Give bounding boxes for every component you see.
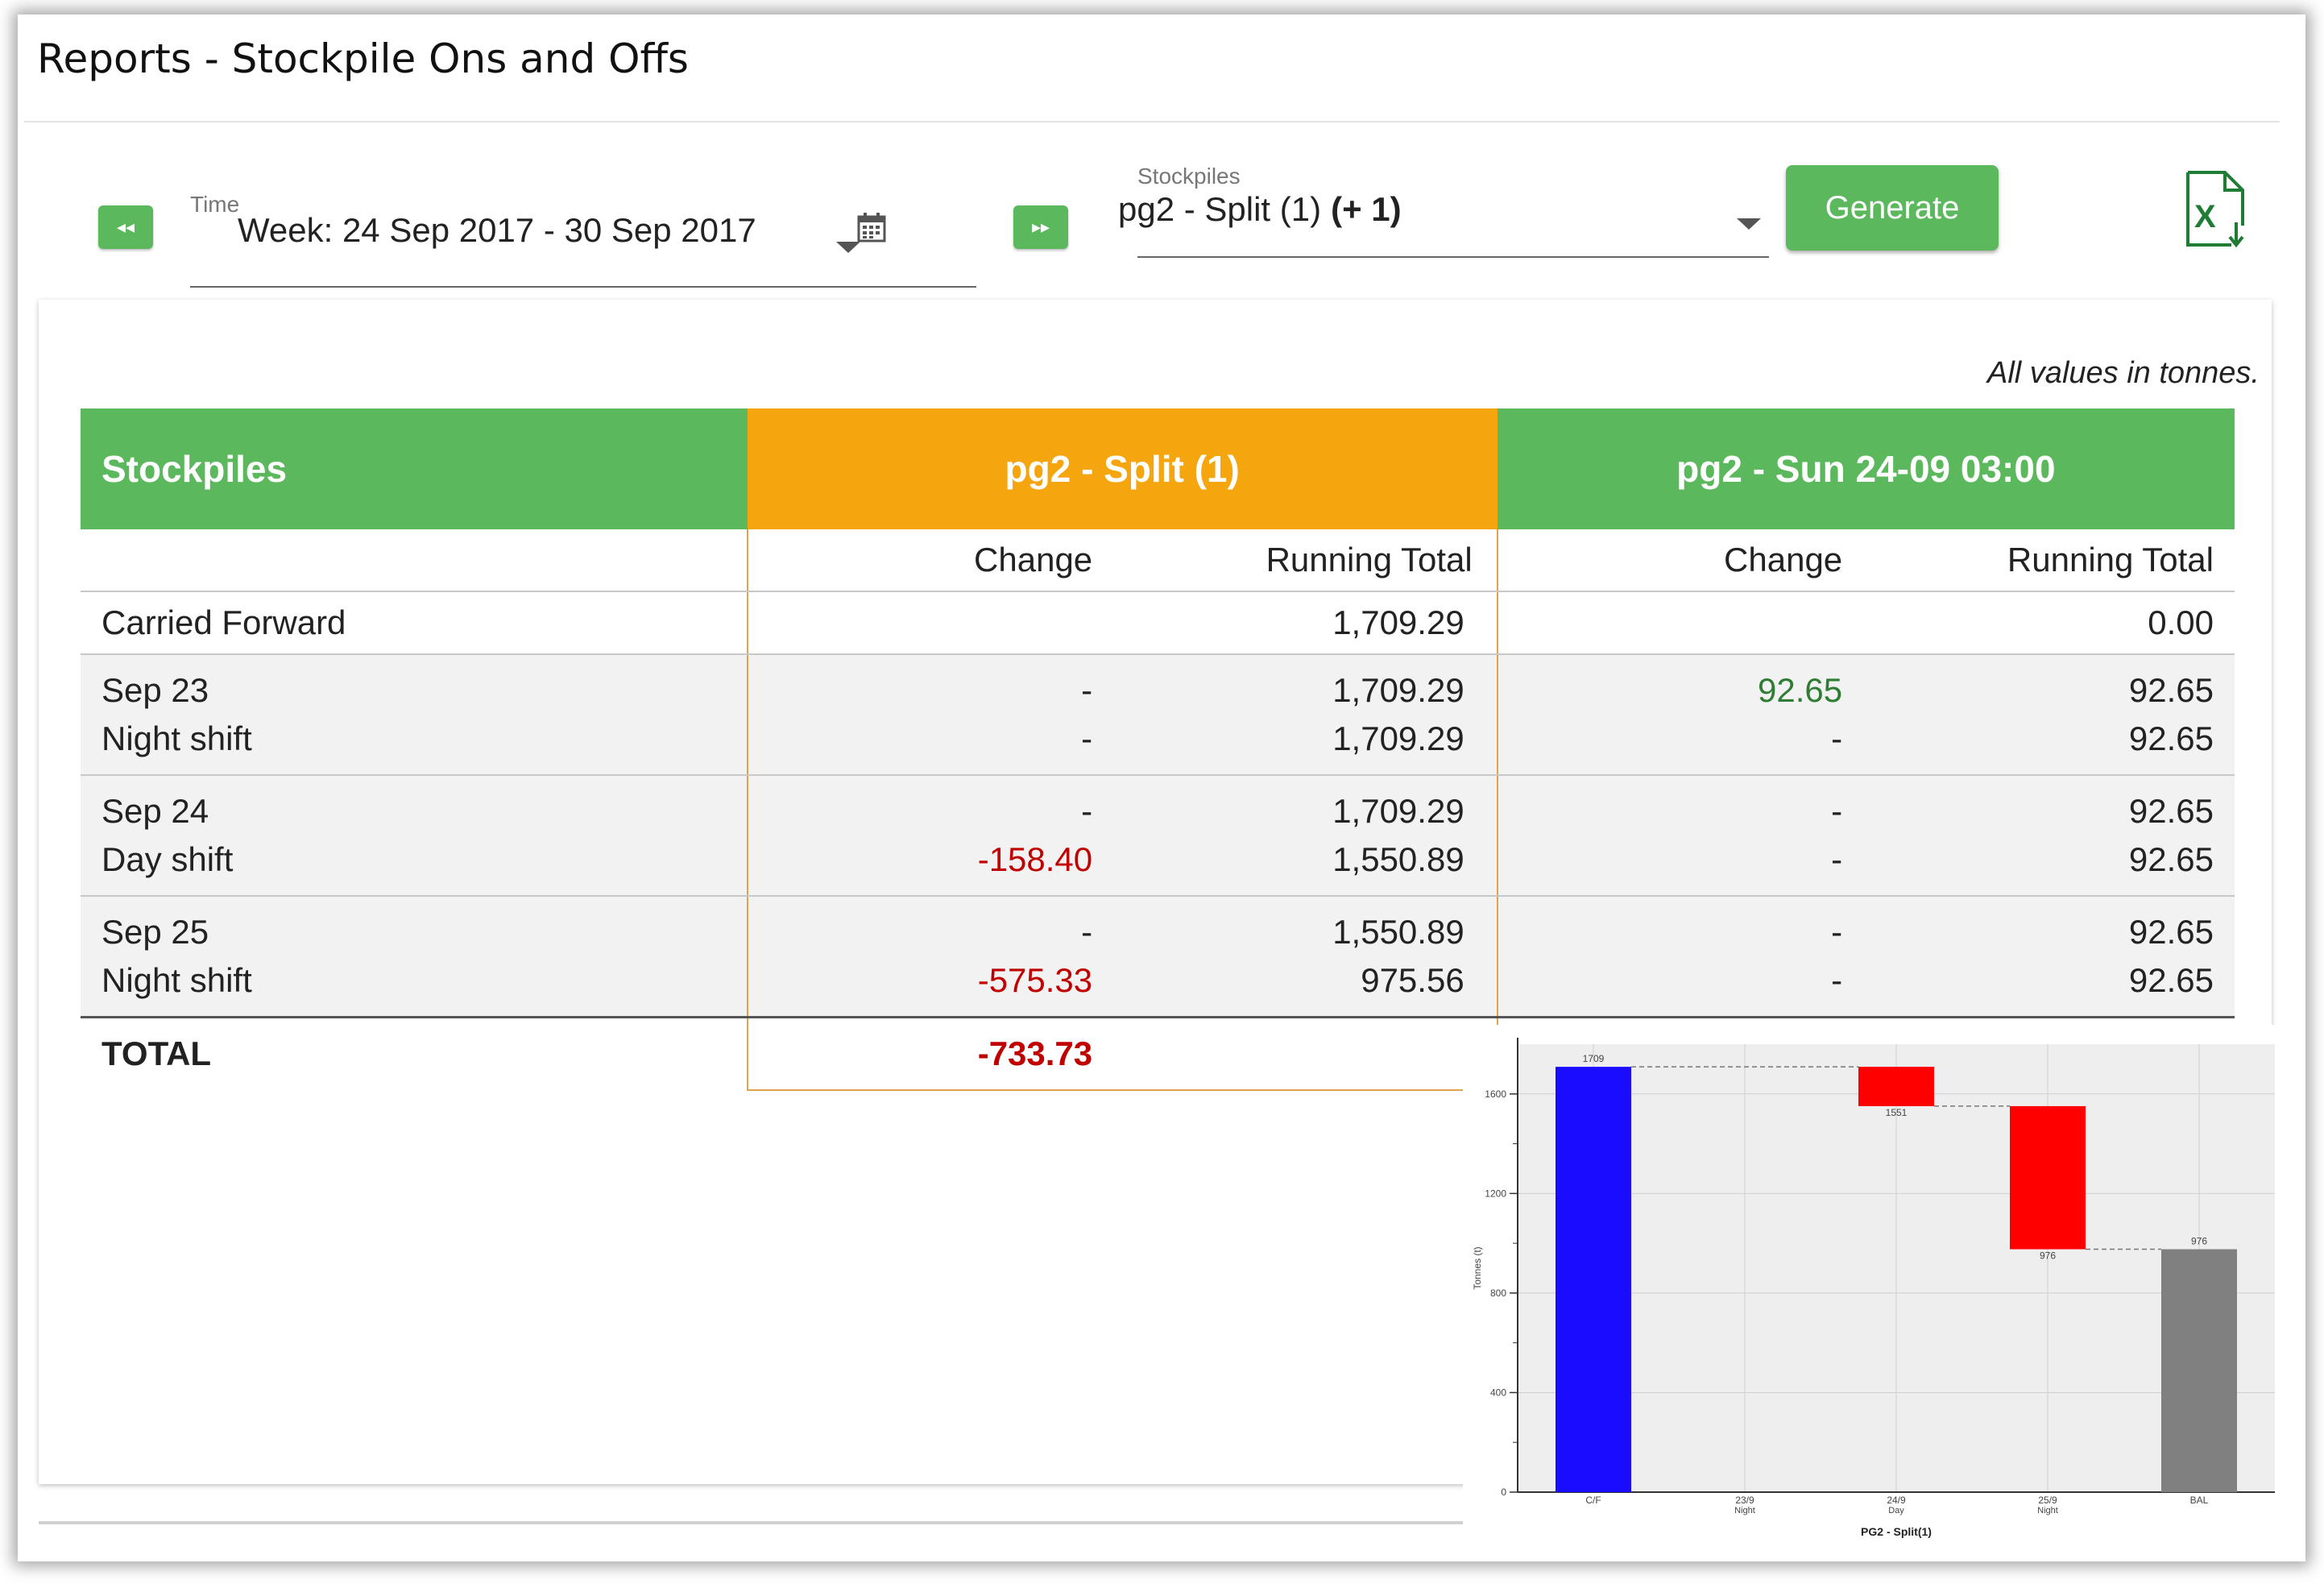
previous-week-button[interactable]: ◂◂ (98, 205, 153, 249)
waterfall-bar (1556, 1067, 1631, 1492)
y-tick-label: 800 (1490, 1287, 1506, 1299)
total-change: -733.73 (746, 1015, 1150, 1091)
y-tick-label: 0 (1501, 1486, 1506, 1498)
carried-forward-label: Carried Forward (81, 591, 748, 655)
units-note: All values in tonnes. (1987, 356, 2260, 390)
table-subheader-row: Change Running Total Change Running Tota… (81, 529, 2235, 592)
bar-data-label: 1709 (1583, 1053, 1605, 1064)
subheader-running-total: Running Total (1149, 529, 1498, 592)
cell-change: - (1081, 719, 1093, 757)
cell-running-total: 1,709.29 (1332, 671, 1464, 709)
bar-data-label: 1551 (1886, 1107, 1908, 1118)
y-axis-title: Tonnes (t) (1472, 1246, 1483, 1289)
waterfall-bar (1858, 1067, 1934, 1106)
header-stockpiles: Stockpiles (81, 408, 748, 529)
report-bottom-divider (39, 1521, 2272, 1524)
cell-running-total: 92.65 (2128, 792, 2214, 830)
cell-running-total: 1,709.29 (1332, 792, 1464, 830)
cell-running-total: 92.65 (2128, 840, 2214, 878)
cell-change: -575.33 (977, 960, 1093, 999)
x-tick-label: 25/9 (2038, 1495, 2057, 1506)
stockpiles-extra-count: (+ 1) (1331, 190, 1402, 228)
waterfall-chart-inset: 0 400 800 1200 1600 1709 1551 976 976 C/F 23/9 Nigh… (1463, 1025, 2297, 1552)
cell-change: - (1831, 912, 1843, 951)
y-tick-label: 1600 (1485, 1088, 1506, 1100)
row-date: Sep 23 (101, 671, 209, 709)
cell-running-total: 92.65 (2128, 912, 2214, 951)
x-tick-label-secondary: Night (2037, 1506, 2058, 1515)
stockpiles-selected-value: pg2 - Split (1) (1118, 190, 1322, 228)
y-tick-label: 400 (1490, 1387, 1506, 1398)
cell-change: -158.40 (977, 840, 1093, 878)
bar-data-label: 976 (2040, 1250, 2056, 1262)
x-tick-label: C/F (1585, 1495, 1601, 1506)
svg-text:X: X (2194, 199, 2216, 234)
cell-running-total: 975.56 (1361, 960, 1464, 999)
cell-change: - (1831, 792, 1843, 830)
time-field-underline (190, 286, 976, 288)
table-row: Sep 24 Day shift - -158.40 1,709.29 1,550.8… (81, 775, 2235, 897)
excel-export-icon[interactable]: X (2183, 169, 2251, 250)
cell-running-total: 92.65 (2128, 671, 2214, 709)
x-tick-label: 24/9 (1887, 1495, 1906, 1506)
table-row: Sep 23 Night shift - - 1,709.29 1,709.29 92… (81, 654, 2235, 776)
cell-running-total: 92.65 (2128, 960, 2214, 999)
bar-data-label: 976 (2191, 1236, 2207, 1247)
calendar-icon[interactable] (857, 212, 886, 243)
table-header-row: Stockpiles pg2 - Split (1) pg2 - Sun 24-… (81, 408, 2235, 529)
waterfall-bar (2010, 1105, 2086, 1250)
next-week-button[interactable]: ▸▸ (1013, 205, 1068, 249)
time-label: Time (190, 192, 240, 217)
cell-change: 92.65 (1758, 671, 1843, 709)
row-date: Sep 25 (101, 912, 209, 951)
stockpiles-label: Stockpiles (1137, 164, 1241, 189)
cell-running-total: 92.65 (2128, 719, 2214, 757)
y-tick-label: 1200 (1485, 1188, 1506, 1199)
header-sun: pg2 - Sun 24-09 03:00 (1497, 408, 2235, 529)
row-shift: Night shift (101, 960, 252, 999)
x-axis-title: PG2 - Split(1) (1861, 1525, 1932, 1538)
subheader-change: Change (1497, 529, 1899, 592)
time-select[interactable]: Week: 24 Sep 2017 - 30 Sep 2017 (238, 211, 756, 249)
header-split: pg2 - Split (1) (747, 408, 1498, 529)
cell-change: - (1831, 960, 1843, 999)
stockpile-report-table: Stockpiles pg2 - Split (1) pg2 - Sun 24-… (81, 408, 2235, 1091)
stockpiles-dropdown-icon[interactable] (1737, 218, 1761, 230)
total-label: TOTAL (81, 1015, 748, 1090)
page-title: Reports - Stockpile Ons and Offs (37, 35, 689, 82)
row-shift: Day shift (101, 840, 234, 878)
cell-running-total: 1,550.89 (1332, 840, 1464, 878)
subheader-blank (81, 529, 748, 592)
cell-running-total: 1,709.29 (1149, 591, 1498, 655)
cell-change: - (1081, 792, 1093, 830)
carried-forward-row: Carried Forward 1,709.29 0.00 (81, 591, 2235, 655)
waterfall-bar (2161, 1249, 2237, 1492)
cell-running-total: 0.00 (1899, 591, 2235, 655)
time-dropdown-icon[interactable] (836, 242, 860, 253)
title-divider (24, 121, 2280, 122)
x-tick-label-secondary: Day (1888, 1506, 1904, 1515)
generate-button[interactable]: Generate (1786, 165, 1999, 251)
cell-change: - (1081, 671, 1093, 709)
stockpiles-field-underline (1137, 256, 1769, 258)
x-tick-label-secondary: Night (1734, 1506, 1755, 1515)
x-tick-label: BAL (2190, 1495, 2209, 1506)
x-tick-label: 23/9 (1735, 1495, 1754, 1506)
subheader-running-total: Running Total (1899, 529, 2235, 592)
cell-change: - (1831, 719, 1843, 757)
cell-change: - (1081, 912, 1093, 951)
table-row: Sep 25 Night shift - -575.33 1,550.89 975.5… (81, 896, 2235, 1017)
stockpiles-select[interactable]: pg2 - Split (1) (+ 1) (1118, 190, 1402, 229)
cell-running-total: 1,709.29 (1332, 719, 1464, 757)
subheader-change: Change (746, 529, 1150, 592)
cell-running-total: 1,550.89 (1332, 912, 1464, 951)
cell-change: - (1831, 840, 1843, 878)
row-date: Sep 24 (101, 792, 209, 830)
row-shift: Night shift (101, 719, 252, 757)
